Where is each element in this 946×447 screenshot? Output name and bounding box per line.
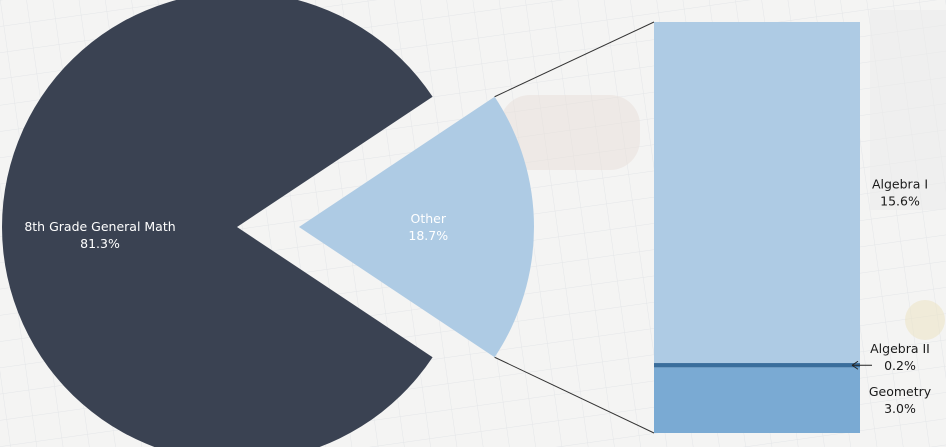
data-label-algebra-ii: Algebra II 0.2% xyxy=(870,341,930,373)
data-label-other: Other 18.7% xyxy=(408,211,448,243)
data-label-algebra-i: Algebra I 15.6% xyxy=(872,177,928,209)
connector-line-bottom xyxy=(494,356,655,434)
callout-arrow-head xyxy=(851,360,859,370)
pie-slice-other xyxy=(299,96,534,358)
bar-segment-algebra-i xyxy=(654,22,860,364)
connector-line-top xyxy=(494,21,655,98)
data-label-geometry: Geometry 3.0% xyxy=(869,384,932,416)
connector-lines xyxy=(494,21,655,434)
pie-slice-8th-grade-general-math xyxy=(1,0,433,447)
bar-segment-geometry xyxy=(654,367,860,433)
data-labels: 8th Grade General Math 81.3% Other 18.7% Alg… xyxy=(24,177,931,417)
pie-group xyxy=(1,0,534,447)
data-label-8th-grade-general-math: 8th Grade General Math 81.3% xyxy=(24,219,175,251)
bar-segment-algebra-ii xyxy=(654,363,860,368)
breakdown-bar xyxy=(654,22,860,433)
